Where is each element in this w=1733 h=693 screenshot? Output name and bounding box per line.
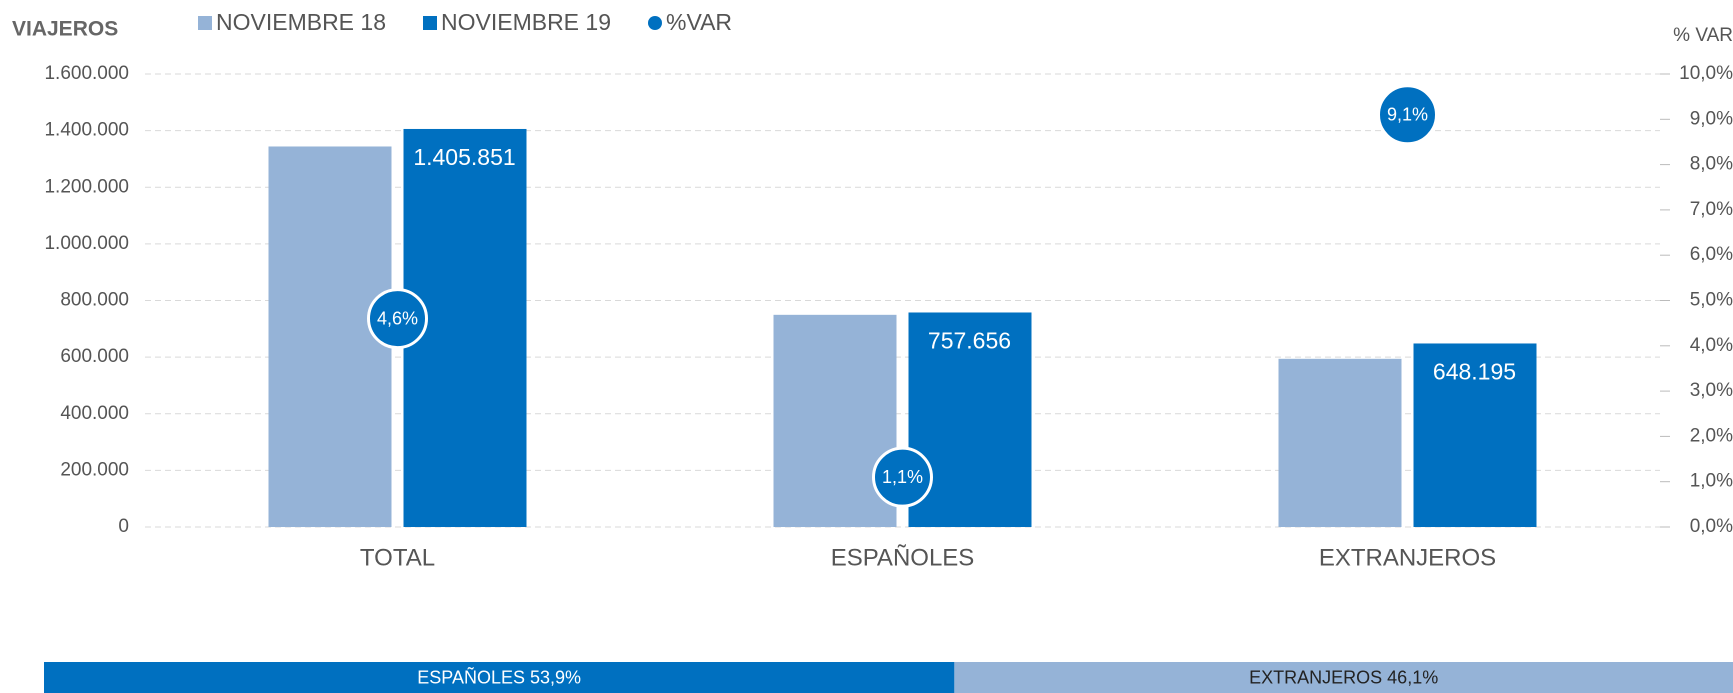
y2-tick-label: 3,0% xyxy=(1690,380,1733,401)
var-label: 1,1% xyxy=(882,467,923,487)
y2-tick-label: 6,0% xyxy=(1690,244,1733,265)
y-tick-label: 0 xyxy=(118,516,129,537)
y-tick-label: 1.000.000 xyxy=(44,233,129,254)
value-label: 757.656 xyxy=(928,328,1011,354)
x-tick-label: EXTRANJEROS xyxy=(1319,544,1496,571)
share-value: 53,9% xyxy=(530,667,581,687)
y2-tick-label: 8,0% xyxy=(1690,154,1733,175)
share-value: 46,1% xyxy=(1387,667,1438,687)
legend-marker xyxy=(423,16,437,30)
y2-tick-label: 7,0% xyxy=(1690,199,1733,220)
var-label: 9,1% xyxy=(1387,105,1428,125)
value-label: 1.405.851 xyxy=(413,144,515,170)
bar xyxy=(1413,343,1537,527)
y-tick-label: 1.600.000 xyxy=(44,63,129,84)
y-tick-label: 1.200.000 xyxy=(44,176,129,197)
y-tick-label: 200.000 xyxy=(60,459,129,480)
legend-label: NOVIEMBRE 18 xyxy=(216,9,386,35)
y-tick-label: 600.000 xyxy=(60,346,129,367)
y2-tick-label: 9,0% xyxy=(1690,108,1733,129)
legend-marker xyxy=(648,16,662,30)
y-tick-label: 800.000 xyxy=(60,290,129,311)
share-label: EXTRANJEROS 46,1% xyxy=(1249,667,1438,687)
share-segment xyxy=(954,662,1733,693)
y2-tick-label: 2,0% xyxy=(1690,425,1733,446)
legend-label: %VAR xyxy=(666,9,732,35)
bar xyxy=(268,146,392,528)
x-tick-label: ESPAÑOLES xyxy=(831,544,975,571)
legend-label: NOVIEMBRE 19 xyxy=(441,9,611,35)
share-name: EXTRANJEROS xyxy=(1249,667,1382,687)
y2-tick-label: 0,0% xyxy=(1690,516,1733,537)
var-point xyxy=(872,446,933,508)
y2-tick-label: 1,0% xyxy=(1690,471,1733,492)
value-label: 648.195 xyxy=(1433,359,1516,385)
legend-marker xyxy=(198,16,212,30)
var-point xyxy=(1377,84,1438,146)
y-tick-label: 400.000 xyxy=(60,403,129,424)
share-segment xyxy=(44,662,955,693)
y2-tick-label: 10,0% xyxy=(1679,63,1733,84)
y-axis-title: VIAJEROS xyxy=(12,18,118,41)
var-point xyxy=(367,288,428,350)
share-name: ESPAÑOLES xyxy=(417,666,525,687)
x-tick-label: TOTAL xyxy=(360,544,435,571)
share-label: ESPAÑOLES 53,9% xyxy=(417,666,581,687)
var-label: 4,6% xyxy=(377,308,418,328)
y-tick-label: 1.400.000 xyxy=(44,120,129,141)
bar xyxy=(1278,358,1402,527)
y2-tick-label: 4,0% xyxy=(1690,335,1733,356)
y2-axis-title: % VAR xyxy=(1673,25,1733,46)
y2-tick-label: 5,0% xyxy=(1690,290,1733,311)
